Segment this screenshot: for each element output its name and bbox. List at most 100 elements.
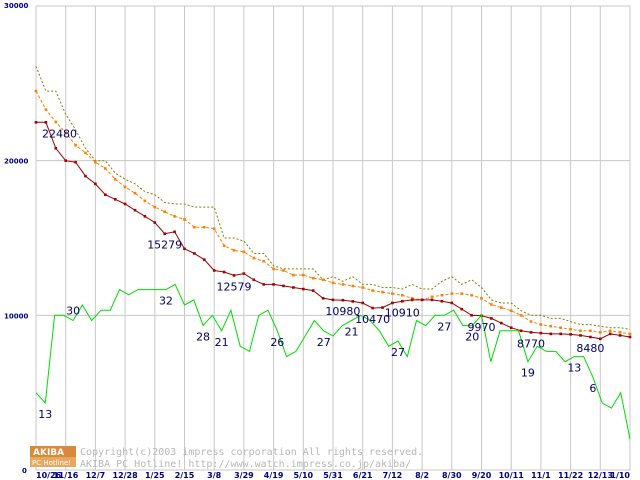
data-point-mid — [589, 329, 592, 333]
data-label: 27 — [317, 336, 331, 349]
copyright-footer: AKIBA PC Hotline! Copyright(c)2003 impre… — [30, 446, 423, 470]
data-point-price — [272, 283, 275, 286]
data-point-price — [430, 298, 434, 302]
data-point-price — [618, 334, 622, 337]
data-point-price — [490, 317, 493, 320]
series-line-shops — [35, 283, 631, 440]
data-point-price — [212, 269, 216, 272]
x-tick-label: 11/1 — [531, 471, 551, 480]
data-point-price — [569, 333, 572, 336]
data-label: 30 — [66, 304, 80, 317]
y-axis-ticks: 30000 20000 10000 0 — [4, 2, 28, 475]
x-tick-label: 12/7 — [86, 471, 106, 480]
x-tick-label: 8/30 — [442, 471, 462, 480]
data-point-mid — [569, 327, 572, 331]
data-point-mid — [34, 89, 38, 93]
data-label: 22480 — [42, 127, 77, 140]
akiba-logo-bottom — [30, 457, 76, 467]
data-point-price — [599, 337, 602, 341]
x-tick-label: 1/25 — [145, 471, 165, 480]
data-point-mid — [212, 227, 216, 231]
x-tick-label: 3/29 — [234, 471, 254, 480]
data-point-price — [341, 298, 345, 302]
data-point-price — [252, 278, 256, 282]
x-tick-label: 7/12 — [383, 471, 403, 480]
data-point-mid — [529, 320, 533, 323]
copyright-line-2: AKIBA PC Hotline! http://www.watch.impre… — [80, 459, 411, 470]
data-point-price — [391, 301, 394, 305]
data-label: 10910 — [385, 306, 420, 319]
data-point-price — [351, 300, 355, 303]
data-point-price — [509, 326, 513, 330]
data-point-price — [34, 121, 38, 124]
data-point-price — [321, 297, 325, 300]
x-tick-label: 5/10 — [293, 471, 313, 480]
data-point-mid — [193, 225, 196, 229]
data-point-mid — [143, 199, 147, 203]
data-point-mid — [302, 273, 305, 277]
x-tick-label: 2/15 — [175, 471, 195, 480]
chart-grid — [35, 5, 631, 471]
data-point-mid — [123, 185, 127, 189]
data-point-mid — [401, 293, 404, 297]
data-label: 12579 — [217, 280, 252, 293]
data-point-price — [311, 289, 315, 292]
akiba-logo-subtext: PC Hotline! — [32, 459, 71, 467]
data-point-mid — [183, 218, 186, 221]
data-point-price — [74, 160, 77, 164]
data-point-mid — [579, 329, 582, 333]
data-point-mid — [232, 249, 236, 252]
data-point-price — [64, 159, 67, 162]
data-point-price — [331, 298, 335, 302]
data-point-price — [381, 306, 384, 309]
data-label: 10470 — [355, 313, 390, 326]
data-point-price — [173, 230, 176, 234]
data-point-mid — [74, 143, 77, 147]
data-point-price — [203, 258, 206, 261]
data-label: 21 — [345, 325, 359, 338]
data-point-mid — [321, 278, 325, 282]
data-point-mid — [430, 295, 434, 299]
x-tick-label: 1/10 — [610, 471, 630, 480]
data-point-mid — [113, 177, 117, 181]
data-point-mid — [470, 293, 473, 297]
data-label: 15279 — [147, 239, 182, 252]
x-tick-label: 10/26 — [36, 471, 62, 480]
data-label: 20 — [465, 331, 479, 344]
data-point-mid — [84, 151, 87, 155]
data-point-price — [529, 331, 533, 334]
chart-series — [34, 66, 632, 440]
data-point-price — [579, 334, 582, 337]
data-point-price — [262, 283, 265, 286]
data-point-mid — [361, 286, 364, 289]
data-point-mid — [44, 108, 48, 111]
y-tick-label: 30000 — [4, 2, 28, 10]
data-label: 27 — [437, 320, 451, 333]
data-label: 9970 — [468, 321, 496, 334]
data-point-mid — [203, 225, 206, 229]
data-point-mid — [133, 191, 137, 195]
x-tick-label: 9/20 — [472, 471, 492, 480]
x-tick-label: 6/21 — [353, 471, 373, 480]
data-point-price — [371, 306, 374, 310]
data-point-price — [410, 298, 414, 302]
x-tick-label: 8/2 — [415, 471, 429, 480]
data-point-price — [559, 332, 562, 336]
data-point-mid — [242, 250, 246, 254]
data-point-price — [54, 146, 58, 150]
data-point-price — [549, 332, 553, 336]
data-point-price — [123, 202, 127, 206]
data-point-mid — [608, 329, 612, 333]
series-line-upper — [35, 66, 631, 330]
data-label: 32 — [159, 295, 173, 308]
data-point-mid — [549, 324, 553, 328]
y-tick-label: 10000 — [4, 312, 28, 320]
data-point-mid — [599, 331, 602, 334]
data-label: 26 — [270, 336, 284, 349]
data-point-mid — [282, 269, 285, 272]
data-point-mid — [381, 290, 384, 294]
x-tick-label: 11/22 — [558, 471, 583, 480]
data-label: 6 — [589, 382, 596, 395]
data-point-mid — [222, 244, 226, 248]
